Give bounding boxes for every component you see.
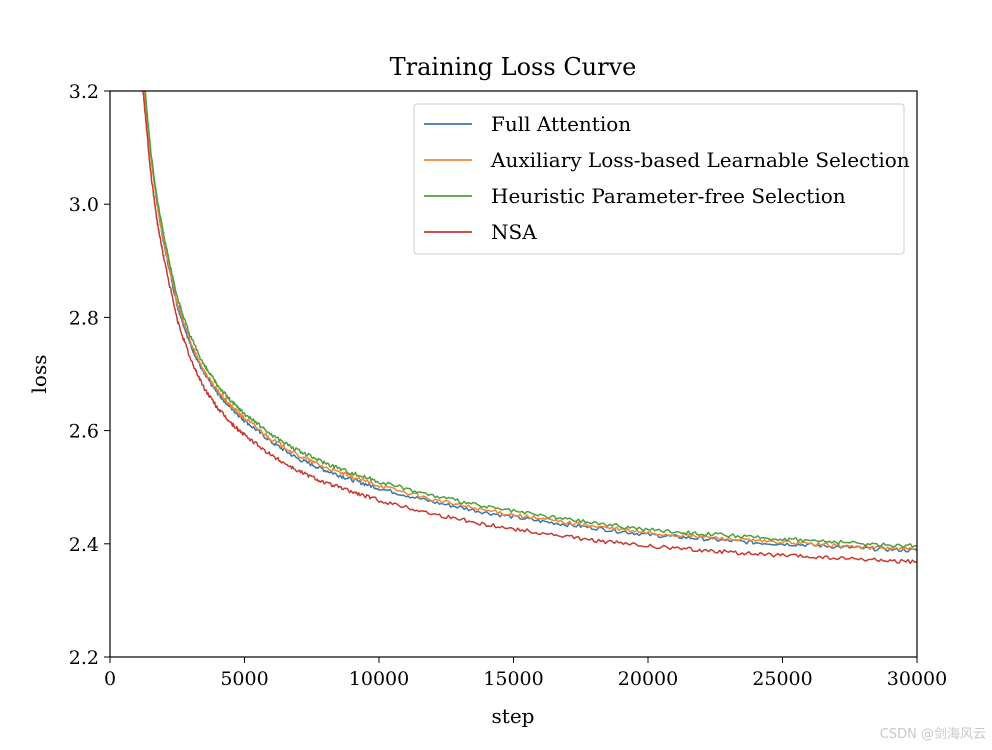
y-tick-label: 2.2 (69, 647, 99, 669)
x-tick-label: 30000 (887, 668, 947, 690)
legend-label: NSA (491, 220, 537, 244)
y-tick-label: 2.6 (69, 421, 99, 443)
legend-label: Full Attention (491, 112, 631, 136)
y-tick-label: 3.0 (69, 194, 99, 216)
y-tick-label: 2.8 (69, 307, 99, 329)
x-tick-label: 0 (104, 668, 116, 690)
series-line-1 (143, 91, 917, 553)
chart-title: Training Loss Curve (390, 53, 637, 81)
x-axis-label: step (492, 704, 535, 728)
y-axis: 2.2 2.4 2.6 2.8 3.0 3.2 (69, 81, 110, 669)
x-tick-label: 10000 (349, 668, 409, 690)
x-tick-label: 5000 (220, 668, 268, 690)
x-tick-label: 25000 (752, 668, 812, 690)
watermark: CSDN @剑海风云 (879, 727, 986, 742)
series-line-3 (144, 91, 917, 549)
y-tick-label: 3.2 (69, 81, 99, 103)
legend-label: Heuristic Parameter-free Selection (491, 184, 846, 208)
y-axis-label: loss (27, 355, 51, 394)
x-axis: 0 5000 10000 15000 20000 25000 30000 (104, 657, 947, 690)
y-tick-label: 2.4 (69, 534, 99, 556)
x-tick-label: 15000 (483, 668, 543, 690)
series-line-4 (142, 91, 917, 565)
legend-label: Auxiliary Loss-based Learnable Selection (490, 148, 910, 172)
legend-box (413, 103, 905, 255)
x-tick-label: 20000 (618, 668, 678, 690)
series-line-2 (143, 91, 917, 551)
series-group (142, 91, 917, 565)
legend: Full Attention Auxiliary Loss-based Learn… (413, 103, 910, 255)
